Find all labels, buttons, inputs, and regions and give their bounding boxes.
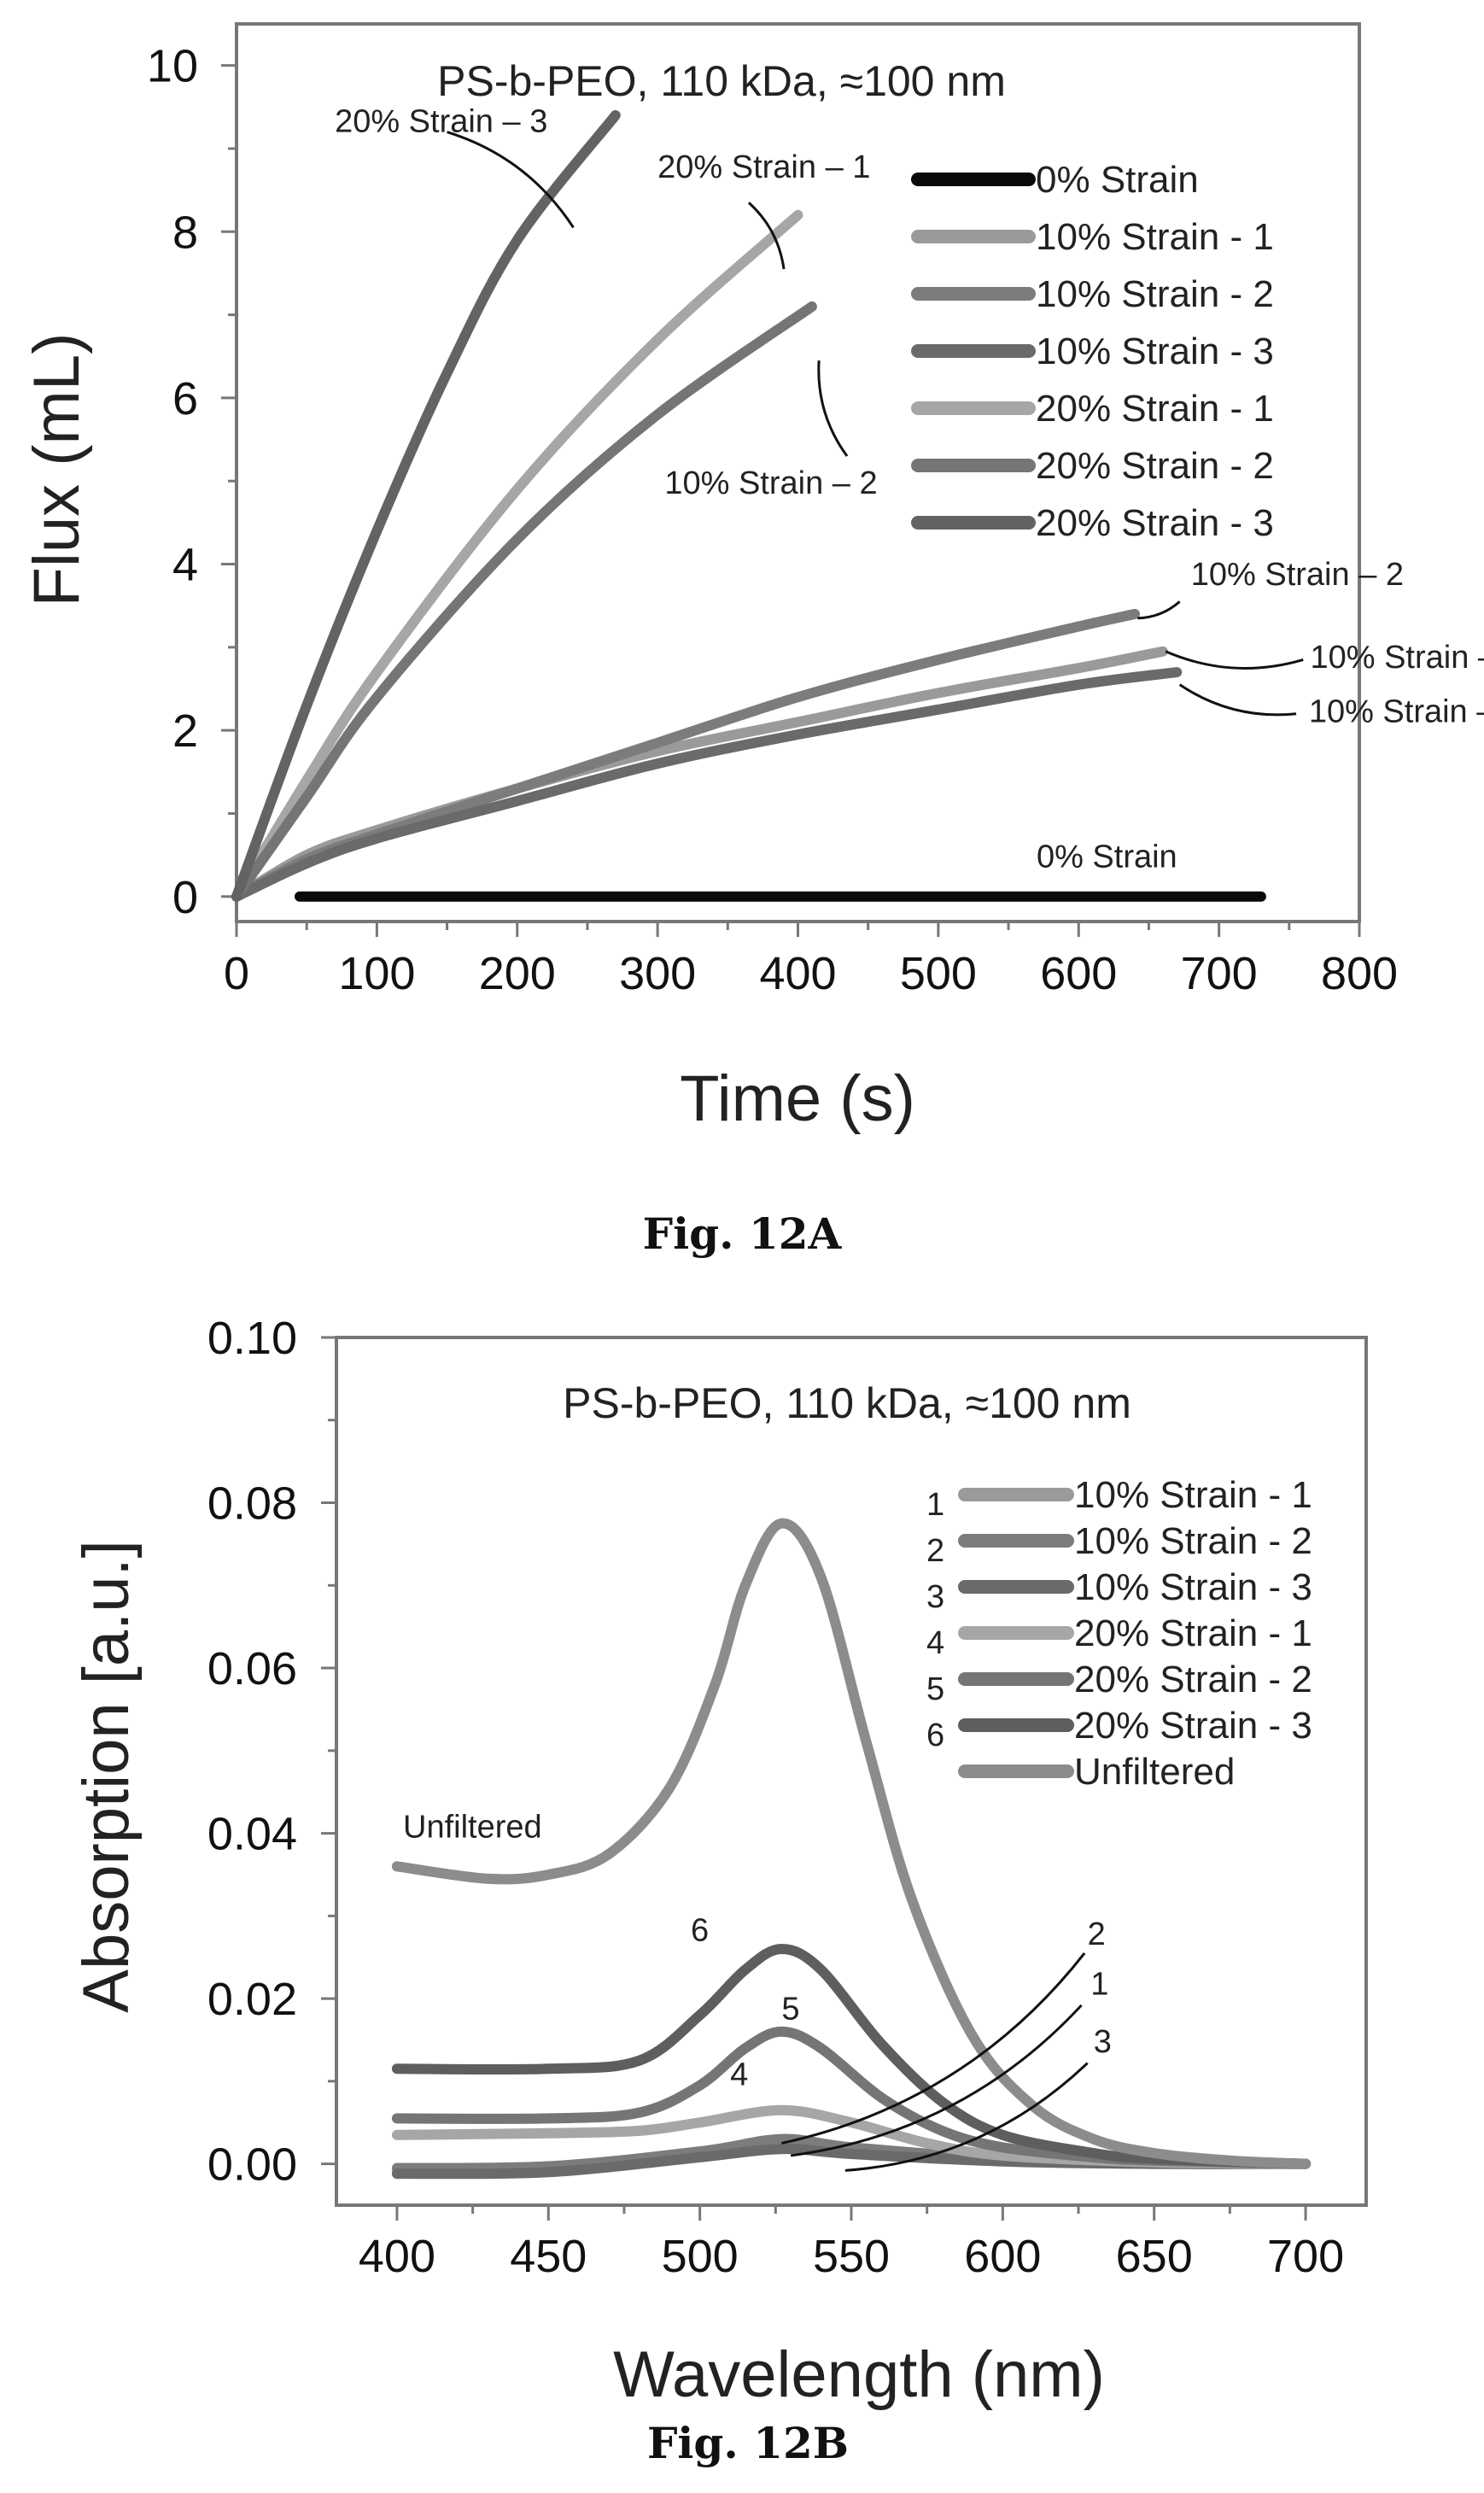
y-tick-label: 0 <box>172 872 198 923</box>
legend-number: 2 <box>926 1533 944 1569</box>
annotation-label: 6 <box>691 1912 709 1948</box>
legend-label: 20% Strain - 3 <box>1074 1705 1312 1747</box>
x-tick-label: 400 <box>759 948 836 999</box>
annotation-leader-line <box>781 1952 1086 2145</box>
annotation-label: 20% Strain – 1 <box>657 149 870 185</box>
legend-label: 10% Strain - 3 <box>1074 1566 1312 1608</box>
legend-label: 10% Strain - 1 <box>1074 1474 1312 1516</box>
y-tick-label: 6 <box>172 373 198 424</box>
x-tick-label: 600 <box>1040 948 1117 999</box>
y-tick-label: 4 <box>172 540 198 591</box>
x-tick-label: 600 <box>964 2231 1041 2282</box>
series-line-unfiltered <box>391 1518 1312 2169</box>
figure-caption: Fig. 12A <box>643 1208 843 1259</box>
plot-series <box>391 1518 1312 2180</box>
annotation-leader-line <box>447 131 575 229</box>
y-tick-label: 8 <box>172 207 198 258</box>
x-tick-label: 800 <box>1321 948 1398 999</box>
y-tick-label: 0.06 <box>207 1643 297 1694</box>
series-line-10-strain-3 <box>231 667 1183 902</box>
legend-label: 10% Strain - 3 <box>1036 331 1274 372</box>
y-axis-label: Flux (mL) <box>20 333 93 607</box>
x-tick-label: 450 <box>510 2231 587 2282</box>
series-line-10-strain-1 <box>231 646 1168 902</box>
legend-label: 20% Strain - 3 <box>1036 502 1274 544</box>
annotation-label: 10% Strain – 3 <box>1309 693 1484 729</box>
legend-number: 5 <box>926 1671 944 1707</box>
x-tick-label: 100 <box>338 948 415 999</box>
annotation-label: 3 <box>1094 2024 1112 2060</box>
annotation-label: 1 <box>1090 1966 1108 2002</box>
x-tick-label: 650 <box>1116 2231 1193 2282</box>
legend-number: 4 <box>926 1625 944 1661</box>
annotation-label: 5 <box>781 1991 799 2027</box>
x-tick-label: 550 <box>813 2231 890 2282</box>
axis-ticks: 400 450 500 550 600 650 700 0.00 0.02 0.04 0.06 0.0… <box>207 1313 1344 2282</box>
annotation-leader-line <box>1137 600 1181 620</box>
annotation-leader-line <box>1178 683 1297 717</box>
x-axis-label: Wavelength (nm) <box>613 2338 1105 2411</box>
x-tick-label: 700 <box>1181 948 1258 999</box>
x-tick-label: 700 <box>1267 2231 1344 2282</box>
legend: 0% Strain 10% Strain - 1 10% Strain - 2 10%… <box>911 159 1274 544</box>
annotation-label: 2 <box>1088 1917 1106 1952</box>
legend-number: 6 <box>926 1718 944 1753</box>
annotation-label: 0% Strain <box>1037 840 1177 875</box>
annotation-leader-line <box>817 360 849 457</box>
annotation-label: 20% Strain – 3 <box>335 104 547 140</box>
x-tick-label: 500 <box>900 948 977 999</box>
annotation-label: 10% Strain – 1 <box>1310 640 1484 676</box>
legend-number: 1 <box>926 1487 944 1523</box>
x-tick-label: 300 <box>619 948 696 999</box>
x-tick-label: 400 <box>359 2231 435 2282</box>
series-line-20-strain-3 <box>231 110 621 902</box>
legend-label: 20% Strain - 2 <box>1036 445 1274 487</box>
chart-flux-vs-time: 0 100 200 300 400 500 600 700 800 0 2 4 6 8 10 20% Str… <box>20 22 1484 1259</box>
series-line-20-strain-2 <box>231 301 817 902</box>
y-tick-label: 0.00 <box>207 2139 297 2191</box>
y-tick-label: 2 <box>172 705 198 757</box>
y-tick-label: 0.04 <box>207 1809 297 1860</box>
axis-ticks: 0 100 200 300 400 500 600 700 800 0 2 4 6 8 10 <box>147 41 1398 999</box>
y-tick-label: 10 <box>147 41 198 92</box>
x-axis-label: Time (s) <box>680 1062 915 1135</box>
legend-label: 0% Strain <box>1036 159 1199 201</box>
legend-label: 20% Strain - 1 <box>1074 1612 1312 1654</box>
series-line-20-strain-3 <box>391 1944 1312 2169</box>
annotation-leader-line <box>790 2004 1083 2157</box>
legend-label: 10% Strain - 1 <box>1036 216 1274 258</box>
annotation-label: 4 <box>730 2057 748 2093</box>
y-tick-label: 0.02 <box>207 1974 297 2025</box>
legend-label: 20% Strain - 1 <box>1036 388 1274 430</box>
annotation-label: 10% Strain – 2 <box>664 465 877 501</box>
y-tick-label: 0.10 <box>207 1313 297 1364</box>
annotations: Unfiltered 6 54 2 1 3 <box>403 1809 1112 2172</box>
annotation-leader-line <box>844 2062 1089 2172</box>
figure-caption: Fig. 12B <box>647 2418 849 2468</box>
y-axis-label: Absorption [a.u.] <box>70 1540 143 2012</box>
legend-label: 10% Strain - 2 <box>1036 273 1274 315</box>
annotation-label: Unfiltered <box>403 1809 542 1845</box>
annotations: 20% Strain – 3 20% Strain – 1 10% Strain –… <box>335 104 1484 875</box>
chart-title: PS-b-PEO, 110 kDa, ≈100 nm <box>563 1379 1131 1427</box>
legend-label: 10% Strain - 2 <box>1074 1520 1312 1562</box>
series-line-20-strain-1 <box>231 209 803 902</box>
chart-absorption-vs-wavelength: 400 450 500 550 600 650 700 0.00 0.02 0.04 0.06 0.0… <box>70 1313 1368 2468</box>
chart-title: PS-b-PEO, 110 kDa, ≈100 nm <box>437 57 1006 105</box>
legend-label: Unfiltered <box>1074 1751 1235 1793</box>
annotation-leader-line <box>747 202 786 270</box>
y-tick-label: 0.08 <box>207 1478 297 1530</box>
plot-series <box>231 110 1266 902</box>
x-tick-label: 0 <box>224 948 249 999</box>
x-tick-label: 500 <box>662 2231 739 2282</box>
annotation-label: 10% Strain – 2 <box>1191 557 1404 593</box>
legend: 10% Strain - 1 1 10% Strain - 2 2 10% Strain… <box>926 1474 1312 1793</box>
x-tick-label: 200 <box>479 948 556 999</box>
annotation-leader-line <box>1165 650 1304 670</box>
legend-label: 20% Strain - 2 <box>1074 1659 1312 1700</box>
legend-number: 3 <box>926 1579 944 1615</box>
